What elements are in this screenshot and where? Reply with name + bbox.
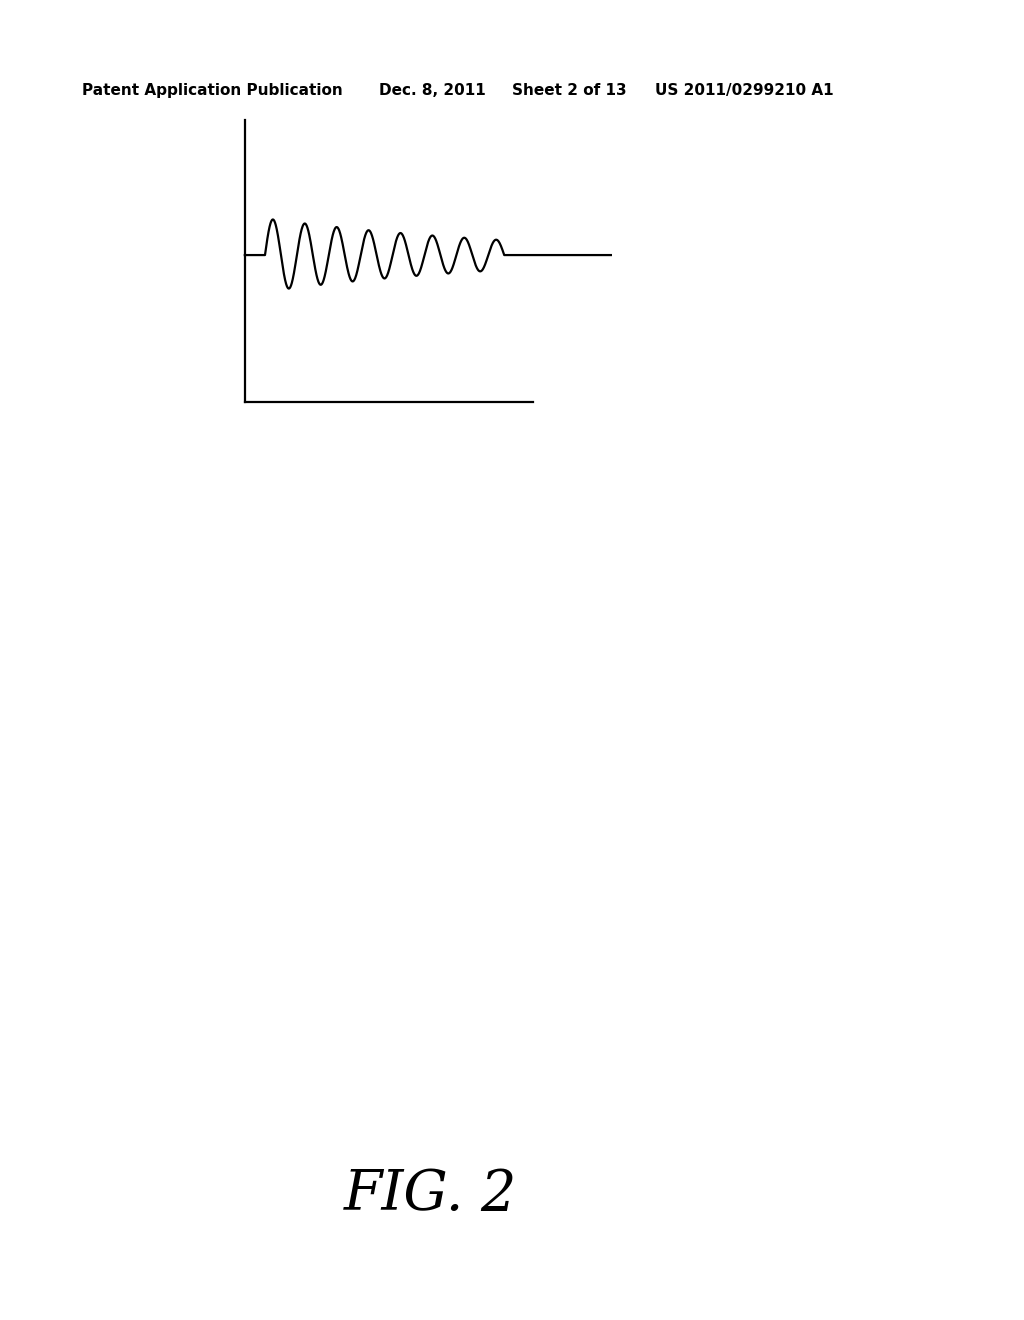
Text: US 2011/0299210 A1: US 2011/0299210 A1	[655, 83, 834, 98]
Text: FIG. 2: FIG. 2	[343, 1167, 517, 1222]
Text: Dec. 8, 2011: Dec. 8, 2011	[379, 83, 485, 98]
Text: Patent Application Publication: Patent Application Publication	[82, 83, 343, 98]
Text: Sheet 2 of 13: Sheet 2 of 13	[512, 83, 627, 98]
